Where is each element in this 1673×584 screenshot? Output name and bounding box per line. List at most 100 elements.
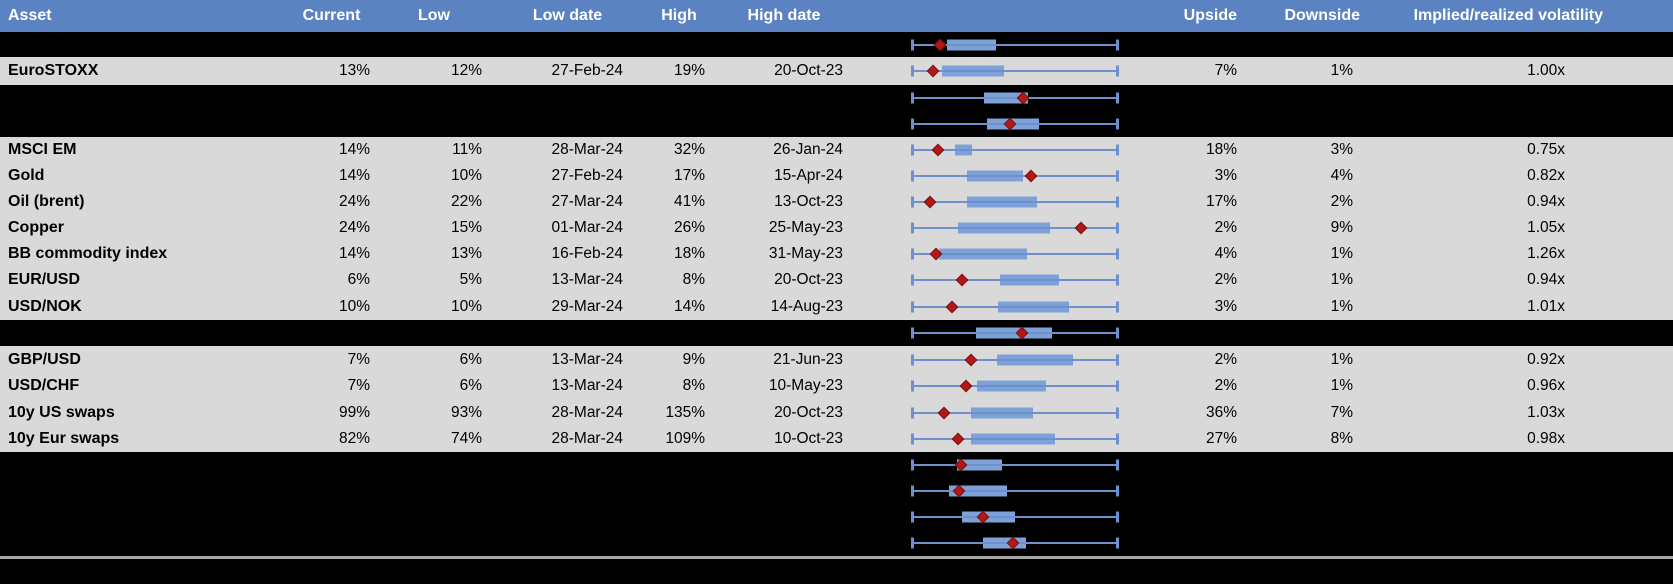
cell-downside[interactable]: 1% <box>1330 62 1353 79</box>
cell-upside[interactable]: 36% <box>1205 403 1237 421</box>
cell-high[interactable]: 8% <box>682 271 705 288</box>
column-header-high-date[interactable]: High date <box>747 7 821 24</box>
cell-upside[interactable]: 2% <box>1214 377 1237 394</box>
cell-implied[interactable]: 0.75x <box>1527 141 1565 158</box>
cell-downside[interactable]: 1% <box>1330 377 1353 394</box>
cell-asset[interactable]: MSCI EM <box>8 141 77 158</box>
cell-high-date[interactable]: 14-Aug-23 <box>770 297 843 315</box>
cell-asset[interactable]: EuroSTOXX <box>8 62 99 79</box>
cell-asset[interactable]: Copper <box>8 219 64 236</box>
cell-high[interactable]: 135% <box>665 403 705 421</box>
cell-implied[interactable]: 0.98x <box>1527 430 1565 447</box>
cell-current[interactable]: 24% <box>338 219 370 236</box>
cell-asset[interactable]: Gold <box>8 167 45 184</box>
cell-downside[interactable]: 3% <box>1330 141 1353 158</box>
cell-high[interactable]: 26% <box>673 219 705 236</box>
cell-low-date[interactable]: 01-Mar-24 <box>551 219 624 236</box>
cell-high[interactable]: 9% <box>682 350 705 368</box>
cell-low[interactable]: 74% <box>450 430 482 447</box>
cell-downside[interactable]: 2% <box>1330 193 1353 210</box>
cell-high-date[interactable]: 13-Oct-23 <box>774 193 843 210</box>
cell-asset[interactable]: EUR/USD <box>8 271 81 288</box>
cell-low[interactable]: 93% <box>450 403 482 421</box>
cell-current[interactable]: 6% <box>347 271 370 288</box>
cell-low-date[interactable]: 13-Mar-24 <box>551 377 624 394</box>
column-header-upside[interactable]: Upside <box>1183 7 1237 24</box>
cell-high-date[interactable]: 20-Oct-23 <box>774 403 843 421</box>
cell-upside[interactable]: 18% <box>1205 141 1237 158</box>
cell-current[interactable]: 14% <box>338 245 370 262</box>
cell-high-date[interactable]: 10-Oct-23 <box>774 430 843 447</box>
column-header-high[interactable]: High <box>661 7 697 24</box>
cell-downside[interactable]: 7% <box>1330 403 1353 421</box>
column-header-asset[interactable]: Asset <box>8 7 52 24</box>
cell-implied[interactable]: 1.01x <box>1527 297 1565 315</box>
cell-low[interactable]: 13% <box>450 245 482 262</box>
cell-upside[interactable]: 3% <box>1214 167 1237 184</box>
cell-implied[interactable]: 0.92x <box>1527 350 1565 368</box>
cell-asset[interactable]: GBP/USD <box>8 350 81 368</box>
cell-low[interactable]: 11% <box>452 141 482 158</box>
cell-low-date[interactable]: 29-Mar-24 <box>551 297 624 315</box>
cell-high-date[interactable]: 20-Oct-23 <box>774 271 843 288</box>
cell-downside[interactable]: 1% <box>1330 245 1353 262</box>
cell-downside[interactable]: 9% <box>1330 219 1353 236</box>
cell-implied[interactable]: 1.26x <box>1527 245 1565 262</box>
cell-high[interactable]: 41% <box>673 193 705 210</box>
cell-current[interactable]: 24% <box>338 193 370 210</box>
cell-downside[interactable]: 8% <box>1330 430 1353 447</box>
cell-asset[interactable]: BB commodity index <box>8 245 168 262</box>
cell-implied[interactable]: 1.03x <box>1527 403 1565 421</box>
cell-low[interactable]: 6% <box>459 377 482 394</box>
cell-downside[interactable]: 1% <box>1330 271 1353 288</box>
cell-high[interactable]: 14% <box>673 297 705 315</box>
cell-implied[interactable]: 0.96x <box>1527 377 1565 394</box>
cell-current[interactable]: 82% <box>338 430 370 447</box>
column-header-current[interactable]: Current <box>302 7 361 24</box>
cell-high-date[interactable]: 26-Jan-24 <box>773 141 843 158</box>
column-header-low[interactable]: Low <box>418 7 450 24</box>
cell-low-date[interactable]: 27-Mar-24 <box>551 193 624 210</box>
column-header-implied-realized-volatility[interactable]: Implied/realized volatility <box>1413 7 1603 24</box>
cell-upside[interactable]: 2% <box>1214 219 1237 236</box>
cell-low-date[interactable]: 27-Feb-24 <box>551 62 623 79</box>
cell-low[interactable]: 22% <box>450 193 482 210</box>
cell-upside[interactable]: 4% <box>1214 245 1237 262</box>
cell-upside[interactable]: 2% <box>1214 350 1237 368</box>
cell-high-date[interactable]: 25-May-23 <box>768 219 843 236</box>
cell-implied[interactable]: 0.82x <box>1527 167 1565 184</box>
cell-low-date[interactable]: 28-Mar-24 <box>551 141 624 158</box>
cell-asset[interactable]: USD/NOK <box>8 297 82 315</box>
cell-low[interactable]: 12% <box>450 62 482 79</box>
cell-low-date[interactable]: 16-Feb-24 <box>551 245 623 262</box>
cell-current[interactable]: 14% <box>338 141 370 158</box>
cell-low[interactable]: 5% <box>459 271 482 288</box>
cell-low-date[interactable]: 13-Mar-24 <box>551 271 624 288</box>
cell-current[interactable]: 7% <box>347 377 370 394</box>
cell-high-date[interactable]: 21-Jun-23 <box>773 350 843 368</box>
cell-upside[interactable]: 27% <box>1205 430 1237 447</box>
cell-upside[interactable]: 3% <box>1214 297 1237 315</box>
column-header-downside[interactable]: Downside <box>1284 7 1360 24</box>
cell-high[interactable]: 19% <box>673 62 705 79</box>
cell-asset[interactable]: Oil (brent) <box>8 193 85 210</box>
cell-asset[interactable]: 10y Eur swaps <box>8 430 120 447</box>
cell-asset[interactable]: 10y US swaps <box>8 403 115 421</box>
cell-current[interactable]: 13% <box>338 62 370 79</box>
column-header-low-date[interactable]: Low date <box>532 7 603 24</box>
cell-current[interactable]: 14% <box>338 167 370 184</box>
cell-low-date[interactable]: 28-Mar-24 <box>551 430 624 447</box>
cell-low-date[interactable]: 27-Feb-24 <box>551 167 623 184</box>
cell-high-date[interactable]: 15-Apr-24 <box>774 167 843 184</box>
cell-downside[interactable]: 4% <box>1330 167 1353 184</box>
cell-low[interactable]: 10% <box>450 297 482 315</box>
cell-implied[interactable]: 1.00x <box>1527 62 1565 79</box>
cell-high[interactable]: 17% <box>673 167 705 184</box>
cell-high-date[interactable]: 10-May-23 <box>768 377 843 394</box>
cell-downside[interactable]: 1% <box>1330 297 1353 315</box>
cell-current[interactable]: 10% <box>338 297 370 315</box>
cell-high[interactable]: 32% <box>673 141 705 158</box>
cell-high-date[interactable]: 31-May-23 <box>768 245 843 262</box>
cell-low[interactable]: 10% <box>450 167 482 184</box>
cell-upside[interactable]: 17% <box>1205 193 1237 210</box>
